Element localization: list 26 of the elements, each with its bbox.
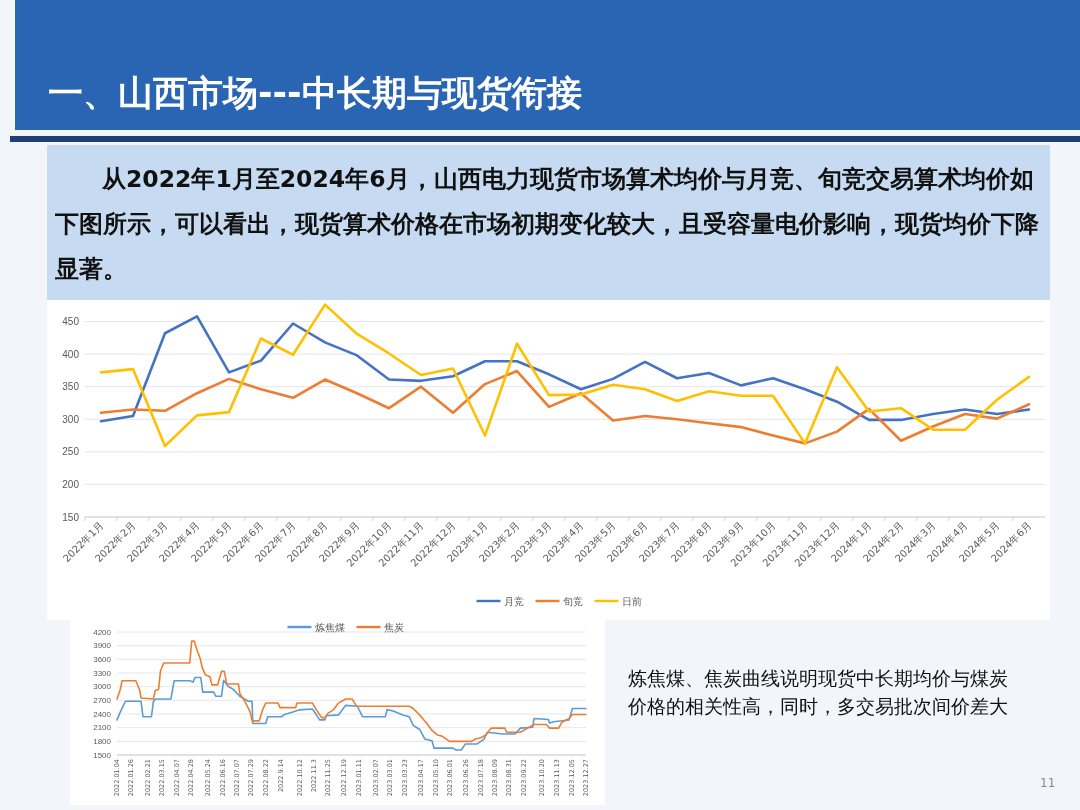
text: 11: [1040, 776, 1056, 790]
y-tick-label: 150: [62, 511, 80, 523]
legend-label: 炼焦煤: [314, 621, 345, 633]
y-tick-label: 250: [62, 446, 80, 458]
y-tick-label: 2400: [93, 709, 112, 719]
y-tick-label: 2100: [93, 723, 112, 733]
chart-title: 一、山西市场---中长期与现货衔接: [48, 72, 582, 115]
legend-label: 旬竞: [562, 595, 583, 607]
legend-label: 焦炭: [383, 621, 404, 633]
y-tick-label: 350: [62, 381, 80, 393]
y-tick-label: 450: [62, 316, 80, 328]
y-tick-label: 3600: [93, 655, 112, 665]
legend-label: 日前: [621, 595, 642, 607]
y-tick-label: 200: [62, 478, 80, 490]
y-tick-label: 2700: [93, 696, 112, 706]
y-tick-label: 1500: [93, 750, 112, 760]
y-tick-label: 1800: [93, 737, 112, 747]
y-tick-label: 300: [62, 413, 80, 425]
y-tick-label: 3300: [93, 668, 112, 678]
chart-subtitle: 从2022年1月至2024年6月，山西电力现货市场算术均价与月竞、旬竞交易算术均价如下图所示，可以看出，现货算术价格在市场初期变化较大，且受容量电价影响，现货均价下降显著。: [47, 145, 1050, 300]
text: 炼焦煤、焦炭曲线说明现货中长期均价与煤炭价格的相关性高，同时，多交易批次间价差大: [628, 666, 1009, 719]
legend-label: 月竞: [503, 595, 524, 607]
y-tick-label: 4200: [93, 627, 112, 637]
y-tick-label: 3000: [93, 682, 112, 692]
y-tick-label: 3900: [93, 641, 112, 651]
y-tick-label: 400: [62, 348, 80, 360]
